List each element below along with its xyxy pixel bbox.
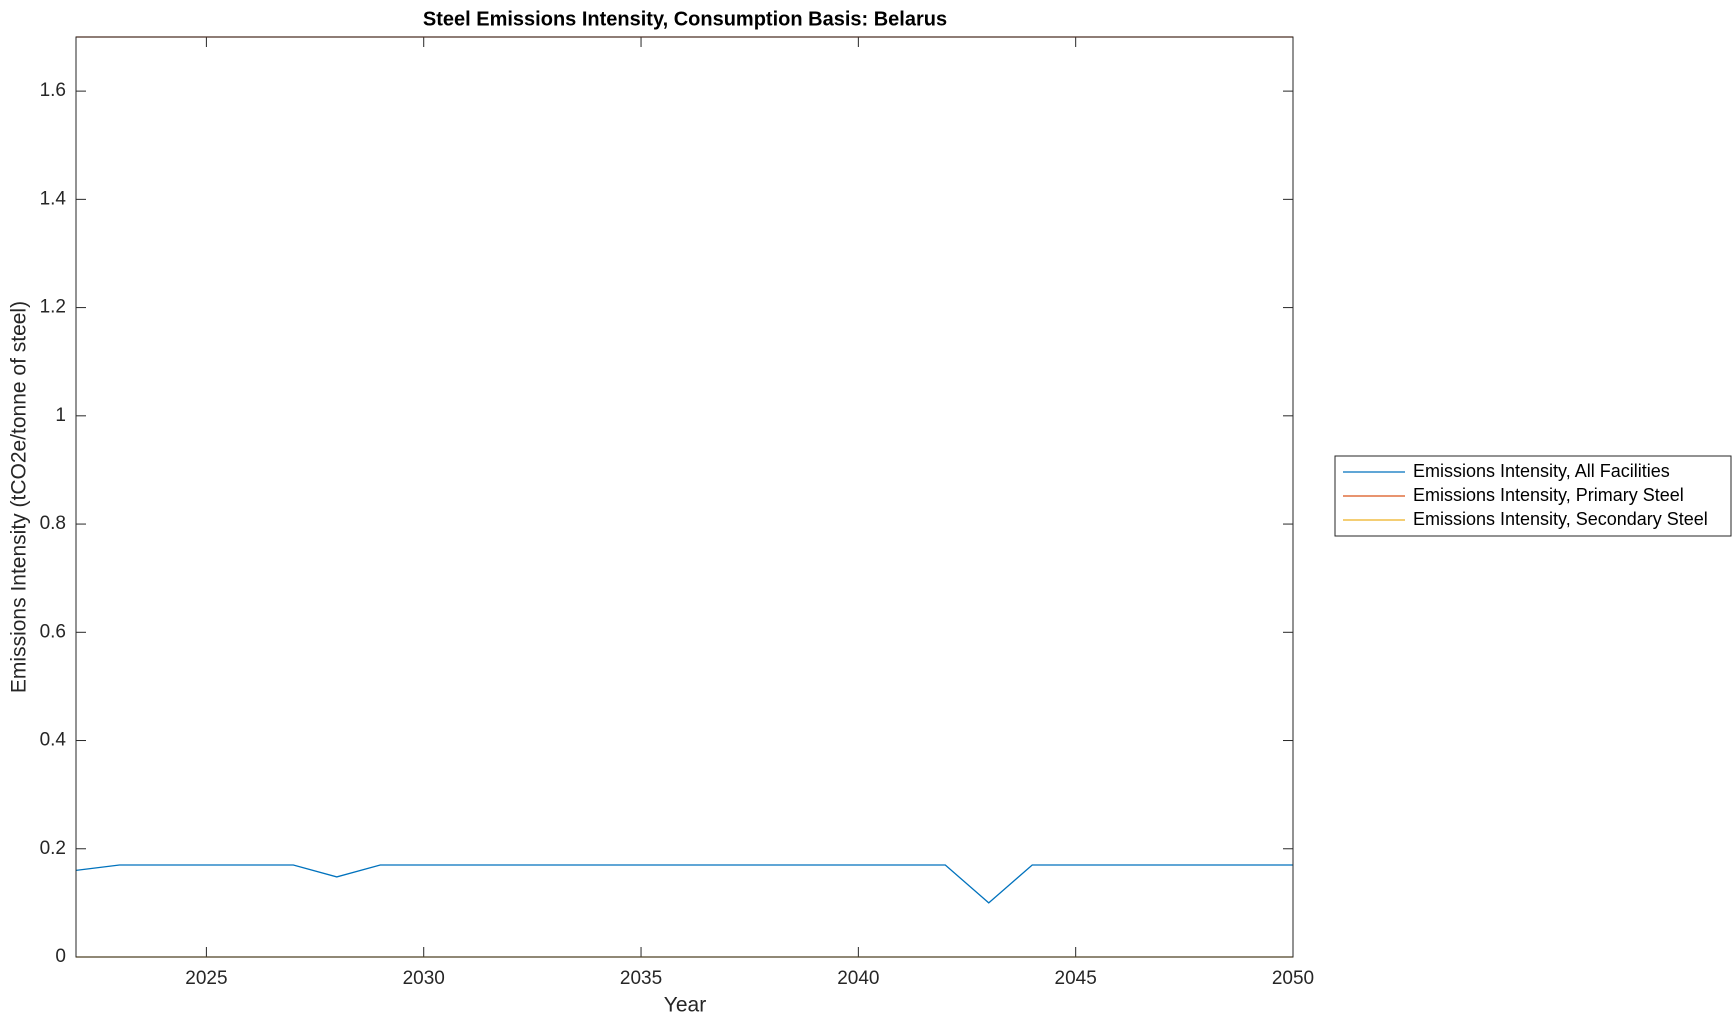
y-tick-label: 1.4: [40, 188, 67, 209]
x-tick-label: 2040: [837, 968, 879, 989]
y-tick-label: 0.6: [40, 621, 66, 642]
axes-box: [75, 36, 1294, 958]
plot-area: [76, 37, 1293, 957]
x-tick-label: 2050: [1272, 968, 1314, 989]
y-tick-label: 0.4: [40, 730, 67, 751]
legend-label: Emissions Intensity, All Facilities: [1413, 461, 1670, 481]
y-tick-label: 1: [55, 405, 66, 426]
legend-label: Emissions Intensity, Primary Steel: [1413, 485, 1684, 505]
y-tick-label: 0: [55, 946, 66, 967]
chart-title: Steel Emissions Intensity, Consumption B…: [423, 8, 947, 30]
y-tick-label: 0.8: [40, 513, 66, 534]
x-tick-label: 2045: [1055, 968, 1097, 989]
x-axis-label: Year: [664, 994, 706, 1017]
x-tick-label: 2030: [403, 968, 445, 989]
y-tick-label: 1.2: [40, 297, 66, 318]
legend-label: Emissions Intensity, Secondary Steel: [1413, 509, 1708, 529]
x-tick-label: 2025: [185, 968, 227, 989]
x-tick-label: 2035: [620, 968, 662, 989]
y-tick-label: 1.6: [40, 80, 66, 101]
y-tick-label: 0.2: [40, 838, 66, 859]
series-line: [75, 864, 1293, 904]
y-axis-label: Emissions Intensity (tCO2e/tonne of stee…: [8, 301, 31, 693]
